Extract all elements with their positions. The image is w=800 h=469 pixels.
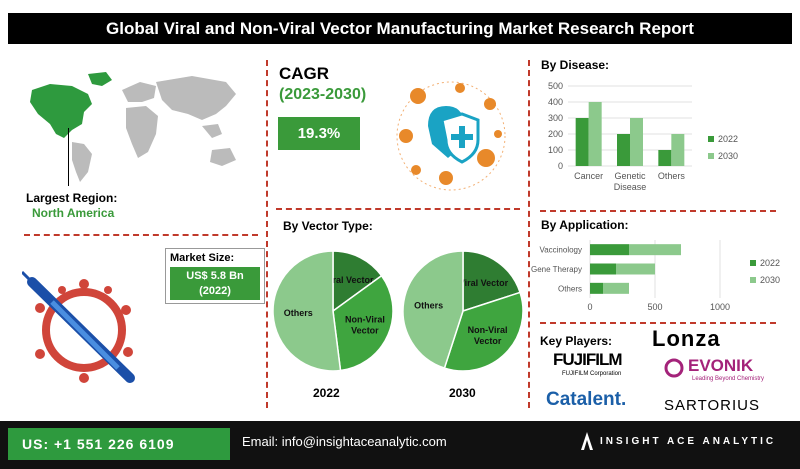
y-tick-label: Vaccinology [539,246,582,255]
bar-2022-cancer [575,118,589,166]
phone-number: US: +1 551 226 6109 [8,428,230,460]
divider-mid-h [276,208,520,210]
by-application-title: By Application: [541,218,629,232]
divider-left [266,60,268,408]
x-tick-label: 500 [647,302,662,312]
y-tick-label: Others [558,284,582,293]
y-tick-label: 200 [548,129,563,139]
pie-label: Non-Viral [468,325,508,335]
bar-2022-vaccinology [590,244,629,256]
logo-fujifilm-subtitle: FUJIFILM Corporation [562,371,622,377]
bar-2030-others [603,282,629,294]
bar-2030-genetic-disease [630,118,643,166]
x-tick-label: Disease [614,182,647,192]
divider-right-h2 [540,322,776,324]
pie-slice-viral-vector [332,250,383,313]
brand-name: INSIGHT ACE ANALYTIC [600,436,777,447]
market-size-value: US$ 5.8 Bn (2022) [170,267,260,300]
bar-2022-others [590,282,603,294]
divider-left-h [24,234,258,236]
market-size-label: Market Size: [170,252,235,264]
by-vector-type-title: By Vector Type: [283,219,373,233]
legend-swatch-2022 [750,260,756,266]
largest-region-label: Largest Region: [26,191,118,205]
pie-label: Vector [351,325,379,335]
divider-right-h1 [540,210,776,212]
x-tick-label: Genetic [614,171,646,181]
legend-swatch-2030 [708,153,714,159]
y-tick-label: 500 [548,81,563,91]
pie-slice-viral-vector [462,250,522,313]
by-application-chart: 0 500 1000 Vaccinology Gene Therapy Others 202… [531,240,780,312]
divider-right [528,60,530,408]
logo-fujifilm: FUJIFILM [553,350,622,369]
pie-slice-others [272,250,342,372]
cagr-value: 19.3% [278,117,360,150]
world-map-icon [30,72,236,182]
x-tick-label: 0 [587,302,592,312]
report-title: Global Viral and Non-Viral Vector Manufa… [8,13,792,44]
pie-title-2022: 2022 [313,386,340,400]
pie-label: Viral Vector [459,278,509,288]
legend-swatch-2022 [708,136,714,142]
pie-label: Vector [474,336,502,346]
logo-sartorius: SARTORIUS [664,397,760,414]
bar-2022-others [658,150,672,166]
largest-region-value: North America [32,206,115,220]
bar-2022-gene-therapy [590,263,616,275]
brand-logo-icon [581,432,593,450]
y-tick-label: 400 [548,97,563,107]
legend-label-2022: 2022 [718,134,738,144]
bar-2030-gene-therapy [616,263,655,275]
bar-2022-genetic-disease [617,134,630,166]
cagr-label: CAGR [279,64,330,83]
y-tick-label: 300 [548,113,563,123]
pie-slice-others [402,250,464,370]
legend-label-2022: 2022 [760,258,780,268]
x-tick-label: Others [658,171,686,181]
pie-label: Non-Viral [345,314,385,324]
x-tick-label: 1000 [710,302,730,312]
logo-lonza: Lonza [652,326,721,351]
logo-evonik: EVONIK [688,356,754,375]
y-tick-label: 0 [558,161,563,171]
pie-label: Others [284,308,313,318]
x-tick-label: Cancer [574,171,603,181]
evonik-mark-icon [664,358,684,378]
legend-label-2030: 2030 [718,151,738,161]
y-tick-label: 100 [548,145,563,155]
logo-evonik-tagline: Leading Beyond Chemistry [692,376,765,382]
email-address: Email: info@insightaceanalytic.com [242,434,447,449]
legend-swatch-2030 [750,277,756,283]
pie-label: Viral Vector [324,275,374,285]
pie-label: Others [414,301,443,311]
bar-2030-others [671,134,685,166]
market-size-value-line2: (2022) [199,285,231,297]
pie-title-2030: 2030 [449,386,476,400]
pie-slice-non-viral-vector [332,274,394,372]
shield-virus-icon [396,81,506,191]
syringe-virus-icon [22,270,135,383]
legend-label-2030: 2030 [760,275,780,285]
bar-2030-cancer [588,102,602,166]
key-players-title: Key Players: [540,334,613,348]
market-size-value-line1: US$ 5.8 Bn [186,270,244,282]
by-disease-title: By Disease: [541,58,610,72]
y-tick-label: Gene Therapy [531,265,582,274]
region-pointer-line [68,128,69,186]
bar-2030-vaccinology [629,244,681,256]
cagr-period: (2023-2030) [279,86,367,103]
logo-catalent: Catalent. [546,389,627,410]
pie-slice-non-viral-vector [443,291,524,372]
